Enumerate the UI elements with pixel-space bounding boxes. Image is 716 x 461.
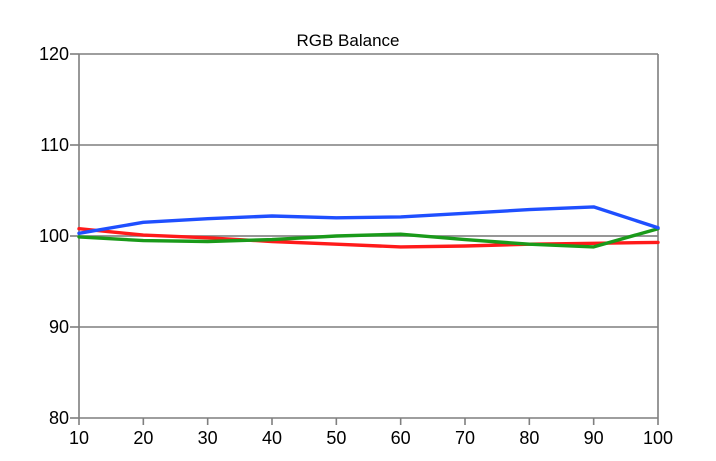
x-tick-label-30: 30 [198, 428, 218, 448]
tick-labels: 80 90 100 110 120 10 20 30 40 50 60 70 80 90 100 [39, 44, 673, 448]
grid-lines [79, 53, 658, 328]
chart-title: RGB Balance [297, 31, 400, 50]
x-tick-label-80: 80 [519, 428, 539, 448]
x-tick-label-100: 100 [643, 428, 673, 448]
x-tick-label-20: 20 [133, 428, 153, 448]
x-tick-label-70: 70 [455, 428, 475, 448]
x-tick-label-10: 10 [69, 428, 89, 448]
y-tick-label-100: 100 [39, 226, 69, 246]
y-tick-label-120: 120 [39, 44, 69, 64]
series-line-3 [77, 205, 660, 236]
x-tick-label-90: 90 [584, 428, 604, 448]
y-tick-label-80: 80 [49, 408, 69, 428]
x-tick-label-50: 50 [326, 428, 346, 448]
y-tick-label-110: 110 [40, 135, 69, 155]
series-line-1 [77, 226, 660, 249]
data-series [77, 205, 660, 249]
series-line-2 [77, 226, 660, 249]
x-tick-label-40: 40 [262, 428, 282, 448]
y-tick-label-90: 90 [49, 317, 69, 337]
x-tick-label-60: 60 [391, 428, 411, 448]
